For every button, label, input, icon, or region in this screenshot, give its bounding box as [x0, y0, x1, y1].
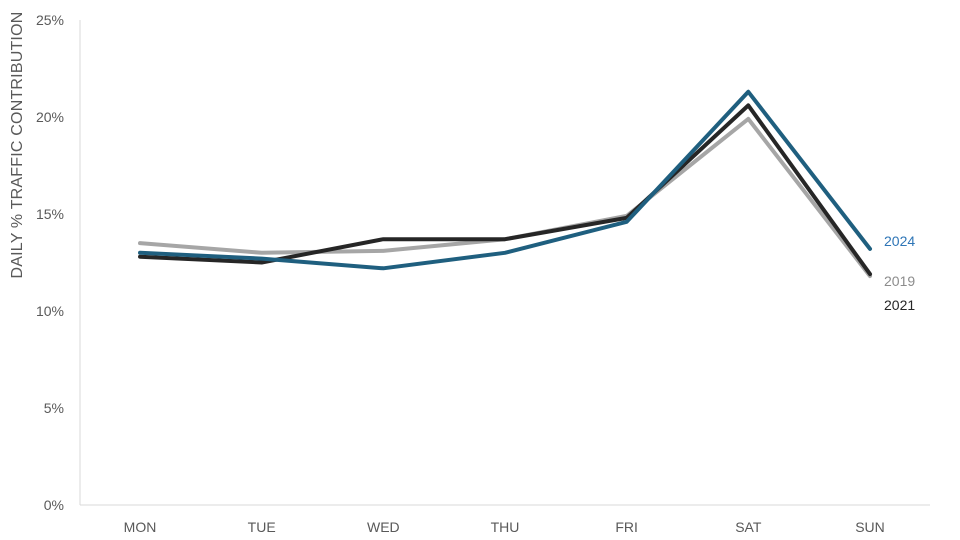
series-lines	[138, 89, 872, 279]
series-labels: 2019 2021 2024	[884, 233, 915, 313]
y-tick-labels: 0% 5% 10% 15% 20% 25%	[36, 12, 64, 513]
x-tick-label: THU	[491, 519, 520, 535]
x-tick-label: WED	[367, 519, 400, 535]
y-tick-label: 20%	[36, 109, 64, 125]
series-label-2021: 2021	[884, 297, 915, 313]
y-tick-label: 10%	[36, 303, 64, 319]
series-line-2024	[138, 89, 872, 271]
x-tick-label: SAT	[735, 519, 762, 535]
y-tick-label: 15%	[36, 206, 64, 222]
x-tick-label: TUE	[248, 519, 276, 535]
y-tick-label: 5%	[44, 400, 64, 416]
x-tick-labels: MON TUE WED THU FRI SAT SUN	[124, 519, 885, 535]
y-tick-label: 0%	[44, 497, 64, 513]
x-tick-label: MON	[124, 519, 157, 535]
x-tick-label: FRI	[615, 519, 638, 535]
series-line-2021	[138, 103, 872, 277]
y-tick-label: 25%	[36, 12, 64, 28]
series-label-2024: 2024	[884, 233, 915, 249]
series-label-2019: 2019	[884, 273, 915, 289]
y-axis-title: DAILY % TRAFFIC CONTRIBUTION	[9, 12, 26, 279]
x-tick-label: SUN	[855, 519, 885, 535]
